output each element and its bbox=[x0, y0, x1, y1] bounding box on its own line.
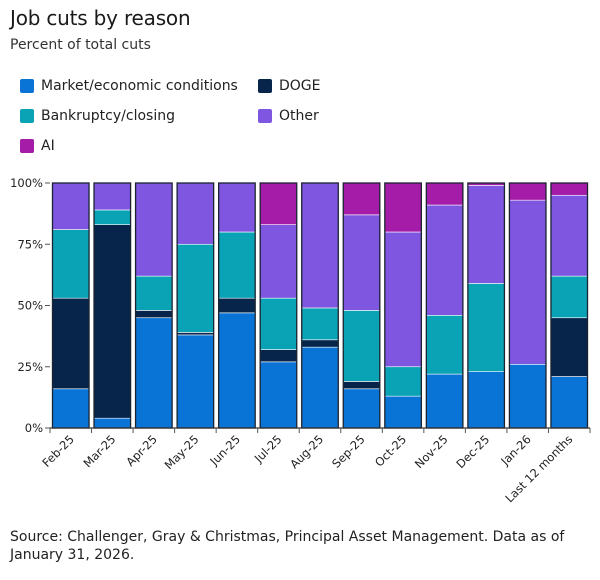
legend-swatch-ai bbox=[20, 139, 34, 153]
bar-segment-doge bbox=[301, 339, 339, 348]
y-tick-label: 75% bbox=[17, 237, 43, 251]
bar-segment-other bbox=[176, 182, 214, 245]
bar-segment-bankruptcy bbox=[259, 297, 298, 350]
legend-item-bankruptcy: Bankruptcy/closing bbox=[20, 108, 175, 124]
bar-segment-doge bbox=[52, 297, 90, 390]
bar-segment-other bbox=[93, 182, 131, 211]
x-tick-label: Jun-25 bbox=[206, 432, 243, 469]
legend-label-doge: DOGE bbox=[279, 78, 321, 94]
bar-segment-ai bbox=[509, 182, 547, 201]
bar-segment-other bbox=[301, 182, 339, 309]
bar-segment-doge bbox=[259, 349, 298, 363]
bar-segment-market bbox=[550, 376, 588, 429]
bar-segment-ai bbox=[342, 182, 381, 216]
bar-segment-market bbox=[426, 373, 464, 429]
x-tick-label: Nov-25 bbox=[412, 432, 451, 471]
legend-swatch-bankruptcy bbox=[20, 109, 34, 123]
legend-label-other: Other bbox=[279, 108, 319, 124]
bar-segment-market bbox=[301, 346, 339, 429]
x-tick-label: Feb-25 bbox=[39, 432, 77, 470]
bar-segment-market bbox=[259, 361, 298, 429]
y-tick-label: 0% bbox=[25, 421, 43, 435]
legend-item-ai: AI bbox=[20, 138, 55, 154]
bar-segment-market bbox=[467, 371, 505, 429]
bar-segment-market bbox=[342, 388, 381, 429]
bar-segment-market bbox=[176, 334, 214, 429]
bar-segment-other bbox=[52, 182, 90, 230]
bar-segment-other bbox=[509, 199, 547, 365]
legend-item-doge: DOGE bbox=[258, 78, 321, 94]
bar-segment-bankruptcy bbox=[135, 275, 173, 311]
legend-swatch-doge bbox=[258, 79, 272, 93]
bar-segment-market bbox=[218, 312, 256, 429]
bar-segment-other bbox=[342, 214, 381, 311]
legend-swatch-market bbox=[20, 79, 34, 93]
bar-segment-bankruptcy bbox=[426, 315, 464, 375]
bar-segment-other bbox=[426, 204, 464, 316]
bar-segment-market bbox=[52, 388, 90, 429]
bar-segment-bankruptcy bbox=[218, 231, 256, 299]
x-tick-label: Oct-25 bbox=[372, 432, 409, 469]
bar-segment-market bbox=[135, 317, 173, 429]
x-tick-label: Aug-25 bbox=[287, 432, 326, 471]
bar-segment-bankruptcy bbox=[384, 366, 422, 397]
bar-segment-bankruptcy bbox=[301, 307, 339, 341]
legend-label-ai: AI bbox=[41, 138, 55, 154]
bar-segment-other bbox=[467, 185, 505, 284]
y-tick-label: 100% bbox=[10, 176, 43, 190]
x-tick-label: Jan-26 bbox=[497, 432, 533, 468]
legend-item-other: Other bbox=[258, 108, 319, 124]
x-tick-label: Apr-25 bbox=[123, 432, 160, 469]
bar-segment-ai bbox=[426, 182, 464, 206]
bar-segment-market bbox=[509, 364, 547, 429]
x-tick-label: Jul-25 bbox=[251, 432, 285, 466]
legend: Market/economic conditions DOGE Bankrupt… bbox=[20, 78, 580, 168]
bar-segment-other bbox=[384, 231, 422, 368]
bar-segment-doge bbox=[93, 224, 131, 419]
chart-subtitle: Percent of total cuts bbox=[10, 37, 151, 53]
source-note: Source: Challenger, Gray & Christmas, Pr… bbox=[10, 529, 565, 563]
bar-segment-bankruptcy bbox=[550, 275, 588, 319]
bar-segment-doge bbox=[176, 332, 214, 336]
legend-label-market: Market/economic conditions bbox=[41, 78, 238, 94]
chart-title: Job cuts by reason bbox=[10, 6, 191, 30]
bar-segment-other bbox=[135, 182, 173, 277]
bar-segment-ai bbox=[550, 182, 588, 196]
bar-segment-doge bbox=[135, 310, 173, 319]
x-tick-label: Dec-25 bbox=[453, 432, 492, 471]
bar-segment-doge bbox=[218, 297, 256, 314]
bar-segment-other bbox=[218, 182, 256, 233]
y-tick-label: 25% bbox=[17, 360, 43, 374]
stacked-bar-chart: 0%25%50%75%100%Feb-25 Mar-25 Apr-25 May-25 J… bbox=[10, 176, 591, 505]
bar-segment-bankruptcy bbox=[467, 283, 505, 372]
bar-segment-bankruptcy bbox=[176, 243, 214, 333]
bar-segment-bankruptcy bbox=[342, 310, 381, 382]
x-tick-label: Mar-25 bbox=[80, 432, 118, 470]
legend-swatch-other bbox=[258, 109, 272, 123]
bar-segment-bankruptcy bbox=[52, 229, 90, 299]
x-tick-label: May-25 bbox=[162, 432, 202, 472]
legend-label-bankruptcy: Bankruptcy/closing bbox=[41, 108, 175, 124]
bar-segment-other bbox=[259, 224, 298, 299]
bar-segment-doge bbox=[342, 381, 381, 390]
bar-segment-bankruptcy bbox=[93, 209, 131, 225]
bar-segment-market bbox=[93, 417, 131, 429]
y-tick-label: 50% bbox=[17, 299, 43, 313]
x-tick-label: Sep-25 bbox=[329, 432, 368, 471]
legend-item-market: Market/economic conditions bbox=[20, 78, 238, 94]
bar-segment-ai bbox=[384, 182, 422, 233]
bar-segment-doge bbox=[550, 317, 588, 377]
bar-segment-ai bbox=[259, 182, 298, 225]
bar-segment-other bbox=[550, 194, 588, 277]
bar-segment-market bbox=[384, 395, 422, 429]
